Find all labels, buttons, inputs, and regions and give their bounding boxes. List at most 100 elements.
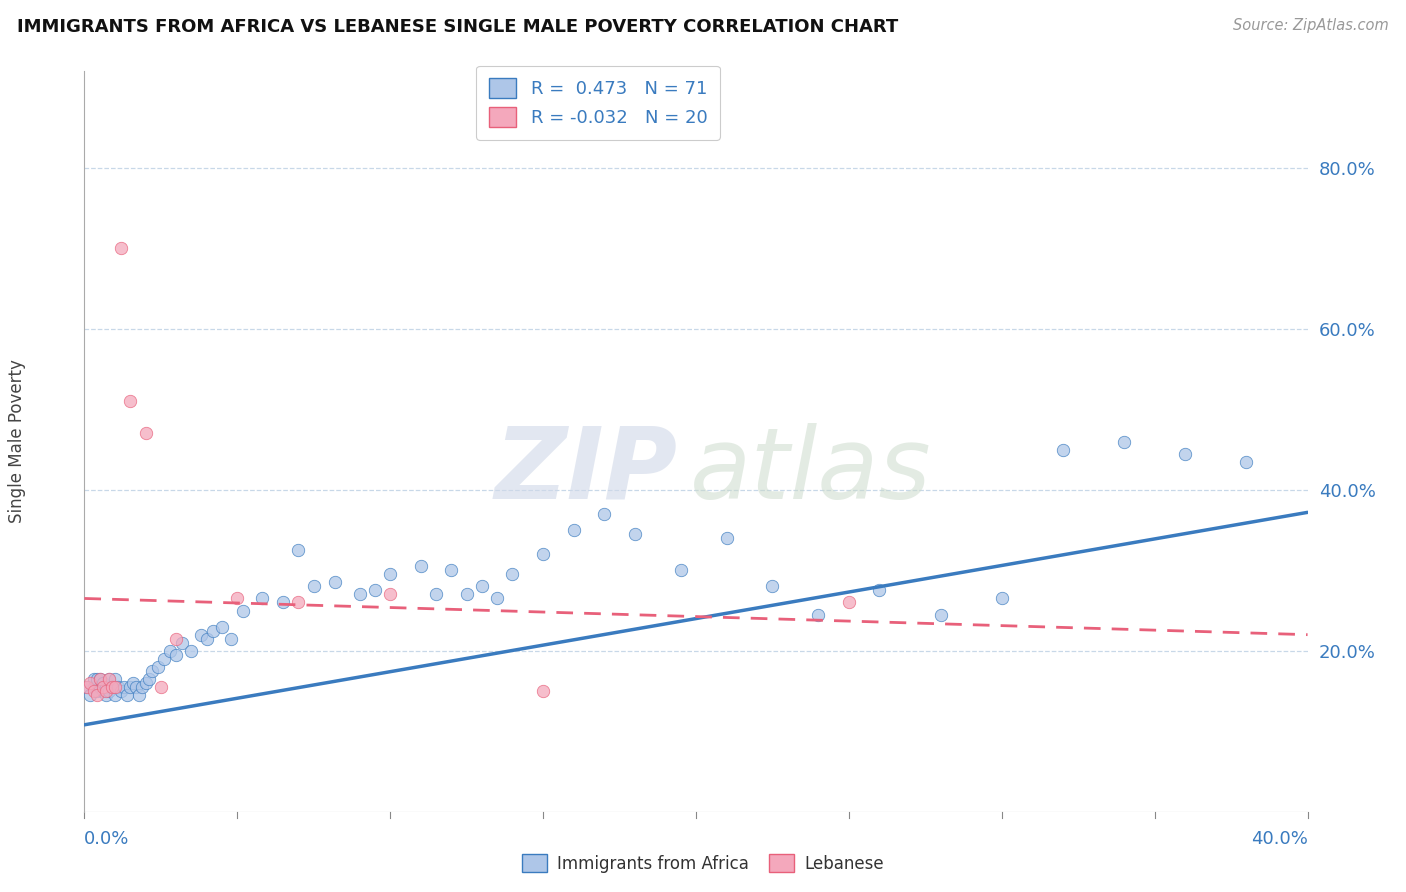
Point: [94, 684, 117, 698]
Point: [761, 579, 783, 593]
Point: [409, 559, 432, 574]
Point: [91, 676, 114, 690]
Point: [79, 676, 101, 690]
Point: [83, 684, 105, 698]
Point: [531, 684, 554, 698]
Point: [76, 680, 98, 694]
Point: [120, 394, 142, 409]
Legend: Immigrants from Africa, Lebanese: Immigrants from Africa, Lebanese: [516, 847, 890, 880]
Point: [456, 587, 478, 601]
Point: [135, 426, 157, 441]
Point: [486, 591, 509, 606]
Point: [211, 619, 233, 633]
Point: [232, 603, 254, 617]
Point: [624, 527, 647, 541]
Point: [107, 680, 129, 694]
Text: 40.0%: 40.0%: [1251, 830, 1308, 848]
Point: [838, 595, 860, 609]
Point: [128, 688, 150, 702]
Point: [110, 241, 132, 255]
Point: [86, 672, 108, 686]
Point: [302, 579, 325, 593]
Point: [669, 563, 692, 577]
Point: [94, 688, 117, 702]
Point: [1174, 447, 1197, 461]
Point: [97, 672, 120, 686]
Legend: R =  0.473   N = 71, R = -0.032   N = 20: R = 0.473 N = 71, R = -0.032 N = 20: [477, 66, 720, 140]
Point: [149, 680, 172, 694]
Point: [97, 672, 120, 686]
Point: [425, 587, 447, 601]
Point: [112, 680, 135, 694]
Point: [104, 688, 127, 702]
Point: [101, 680, 124, 694]
Point: [86, 684, 108, 698]
Point: [101, 680, 124, 694]
Point: [180, 644, 202, 658]
Point: [807, 607, 830, 622]
Point: [869, 583, 891, 598]
Point: [89, 672, 111, 686]
Point: [86, 688, 108, 702]
Point: [89, 680, 111, 694]
Point: [97, 684, 120, 698]
Point: [94, 680, 117, 694]
Point: [471, 579, 494, 593]
Point: [226, 591, 249, 606]
Point: [120, 680, 142, 694]
Point: [502, 567, 524, 582]
Point: [172, 636, 194, 650]
Point: [91, 680, 114, 694]
Point: [110, 684, 132, 698]
Point: [125, 680, 148, 694]
Point: [440, 563, 463, 577]
Point: [104, 672, 127, 686]
Text: Source: ZipAtlas.com: Source: ZipAtlas.com: [1233, 18, 1389, 33]
Point: [83, 672, 105, 686]
Point: [287, 543, 309, 558]
Point: [190, 628, 212, 642]
Point: [104, 680, 127, 694]
Point: [380, 587, 402, 601]
Point: [138, 672, 160, 686]
Text: IMMIGRANTS FROM AFRICA VS LEBANESE SINGLE MALE POVERTY CORRELATION CHART: IMMIGRANTS FROM AFRICA VS LEBANESE SINGL…: [17, 18, 898, 36]
Point: [89, 672, 111, 686]
Point: [380, 567, 402, 582]
Point: [1114, 434, 1136, 449]
Point: [122, 676, 145, 690]
Text: atlas: atlas: [690, 423, 932, 520]
Point: [364, 583, 387, 598]
Point: [165, 648, 187, 662]
Text: ZIP: ZIP: [495, 423, 678, 520]
Point: [141, 664, 163, 678]
Point: [165, 632, 187, 646]
Text: Single Male Poverty: Single Male Poverty: [8, 359, 27, 524]
Point: [716, 531, 738, 545]
Point: [929, 607, 952, 622]
Point: [593, 507, 616, 521]
Point: [146, 660, 169, 674]
Point: [349, 587, 371, 601]
Point: [201, 624, 224, 638]
Point: [271, 595, 294, 609]
Point: [135, 676, 157, 690]
Point: [153, 652, 176, 666]
Point: [131, 680, 153, 694]
Point: [250, 591, 273, 606]
Point: [159, 644, 181, 658]
Point: [115, 688, 138, 702]
Point: [991, 591, 1014, 606]
Point: [79, 688, 101, 702]
Point: [287, 595, 309, 609]
Point: [195, 632, 218, 646]
Point: [83, 680, 105, 694]
Point: [1052, 442, 1074, 457]
Point: [562, 523, 585, 537]
Point: [76, 680, 98, 694]
Point: [323, 575, 346, 590]
Point: [91, 684, 114, 698]
Point: [531, 547, 554, 561]
Text: 0.0%: 0.0%: [84, 830, 129, 848]
Point: [1236, 455, 1258, 469]
Point: [219, 632, 242, 646]
